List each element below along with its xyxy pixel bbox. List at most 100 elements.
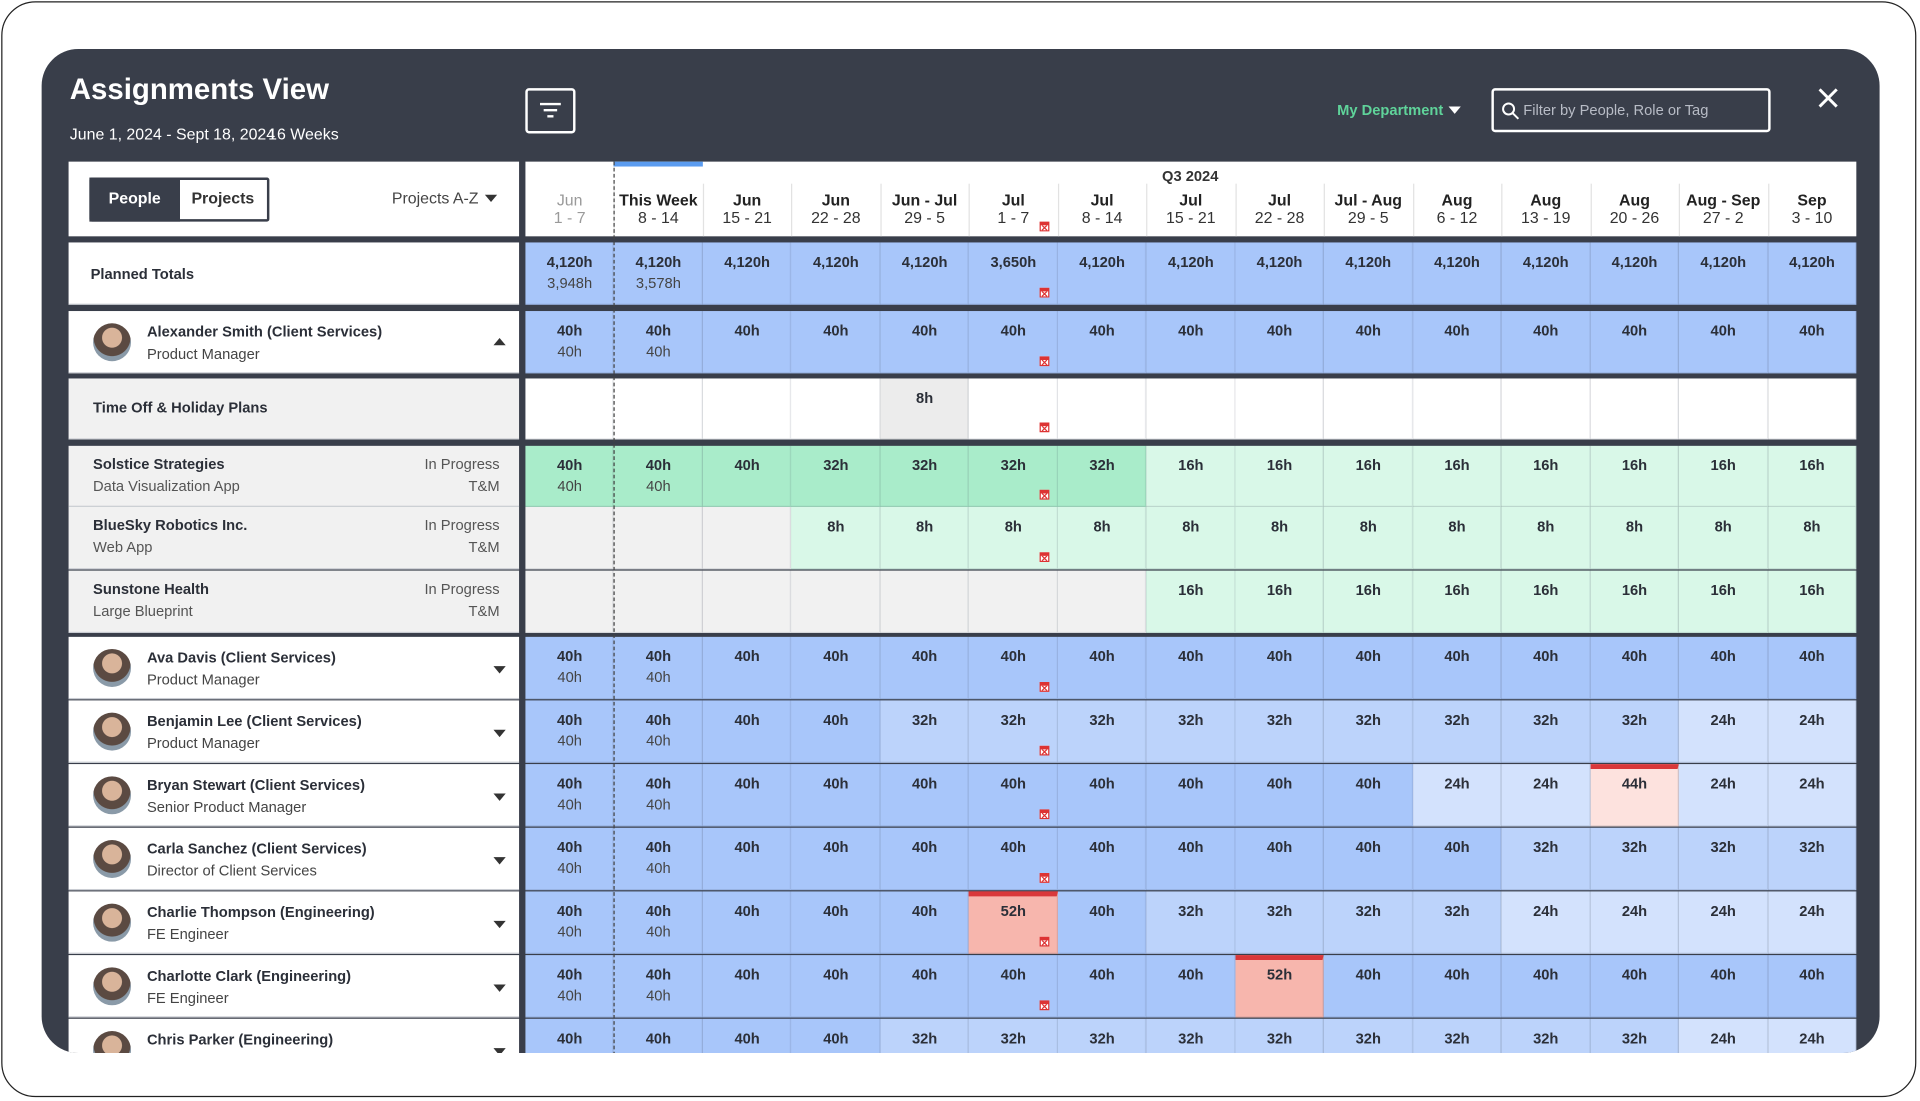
expand-chevron[interactable]: [493, 984, 506, 992]
expand-chevron[interactable]: [493, 1048, 506, 1054]
capacity-hours: 40h: [557, 795, 582, 814]
project-status: In Progress: [424, 516, 500, 534]
allocation-cell: [1323, 764, 1413, 827]
section-divider: [68, 373, 1857, 379]
allocation-cell: [1146, 378, 1236, 440]
filter-button[interactable]: [525, 88, 576, 134]
capacity-hours: 40h: [557, 477, 582, 495]
allocation-cell: [1057, 891, 1147, 954]
week-days: 20 - 26: [1609, 208, 1660, 227]
holiday-icon: [1039, 1000, 1050, 1011]
planned-hours: 32h: [1355, 711, 1381, 729]
planned-hours: 8h: [1093, 517, 1111, 536]
person-name: Carla Sanchez (Client Services): [146, 840, 367, 858]
allocation-cell: [1767, 506, 1857, 570]
planned-hours: 52h: [1266, 966, 1293, 984]
allocation-cell: [1412, 242, 1502, 305]
planned-hours: 4,120h: [1167, 253, 1214, 271]
allocation-cell: [968, 764, 1058, 827]
person-name: Alexander Smith (Client Services): [146, 323, 383, 341]
planned-hours: 40h: [1089, 902, 1115, 920]
section-divider: [68, 633, 1857, 637]
allocation-cell: [1146, 891, 1236, 954]
allocation-cell: [702, 700, 792, 763]
allocation-cell: [1767, 311, 1857, 374]
expand-chevron[interactable]: [493, 337, 506, 346]
close-button[interactable]: [1815, 84, 1842, 111]
allocation-cell: [1323, 570, 1413, 634]
allocation-cell: [1501, 955, 1591, 1018]
capacity-hours: 40h: [557, 859, 582, 877]
avatar: [93, 712, 132, 751]
allocation-cell: [791, 445, 881, 507]
planned-hours: 40h: [645, 1029, 672, 1047]
allocation-cell: [1767, 764, 1857, 827]
row-label-cell: [68, 445, 520, 507]
allocation-cell: [614, 636, 703, 700]
planned-hours: 40h: [1089, 966, 1115, 984]
allocation-cell: [614, 700, 703, 763]
person-name: Charlie Thompson (Engineering): [146, 903, 375, 921]
current-week-bar: [614, 161, 703, 167]
allocation-cell: [1323, 378, 1413, 440]
avatar: [93, 1031, 132, 1054]
allocation-cell: [1146, 764, 1236, 827]
allocation-cell: [702, 506, 792, 570]
search-box[interactable]: [1491, 88, 1771, 133]
planned-hours: 40h: [734, 322, 760, 340]
planned-hours: 44h: [1621, 775, 1648, 793]
planned-hours: 40h: [823, 647, 849, 665]
allocation-cell: [1501, 764, 1591, 827]
sort-dropdown[interactable]: Projects A-Z: [391, 188, 479, 207]
week-month: Jun: [821, 191, 851, 210]
billing-type: T&M: [468, 538, 500, 556]
row-label-cell: [68, 827, 520, 891]
planned-hours: 40h: [1089, 775, 1115, 793]
planned-hours: 16h: [1355, 581, 1381, 599]
planned-hours: 8h: [916, 517, 934, 536]
allocation-cell: [525, 636, 615, 700]
planned-hours: 32h: [1355, 902, 1381, 920]
person-role: FE Engineer: [146, 925, 229, 943]
planned-hours: 24h: [1799, 711, 1825, 729]
planned-hours: 8h: [1714, 517, 1732, 536]
allocation-cell: [1678, 955, 1768, 1018]
person-name: Bryan Stewart (Client Services): [146, 776, 365, 794]
project-name: Large Blueprint: [93, 602, 193, 620]
expand-chevron[interactable]: [493, 793, 506, 801]
planned-hours: 32h: [1444, 711, 1470, 729]
allocation-cell: [1767, 636, 1857, 700]
planned-hours: 32h: [1355, 1029, 1381, 1047]
week-month: Jun: [732, 191, 762, 210]
avatar: [93, 776, 132, 815]
expand-chevron[interactable]: [493, 729, 506, 738]
allocation-cell: [1501, 891, 1591, 954]
planned-hours: 40h: [823, 838, 849, 856]
allocation-cell: [1590, 311, 1679, 374]
allocation-cell: [1057, 378, 1147, 440]
holiday-icon: [1039, 422, 1050, 433]
allocation-cell: [1501, 827, 1591, 891]
row-label-cell: [68, 700, 520, 763]
allocation-cell: [1767, 242, 1857, 305]
avatar: [93, 840, 132, 878]
allocation-cell: [1057, 700, 1147, 763]
planned-hours: 40h: [645, 775, 672, 793]
department-dropdown[interactable]: My Department: [1337, 101, 1444, 119]
planned-hours: 40h: [645, 322, 672, 340]
allocation-cell: [1767, 1018, 1857, 1054]
toggle-projects-label[interactable]: Projects: [191, 188, 255, 207]
planned-hours: 52h: [1000, 902, 1027, 920]
expand-chevron[interactable]: [493, 857, 506, 865]
planned-hours: 16h: [1710, 581, 1736, 599]
allocation-cell: [525, 506, 615, 570]
row-label: Planned Totals: [90, 265, 195, 283]
holiday-icon: [1039, 745, 1050, 756]
expand-chevron[interactable]: [493, 666, 506, 674]
expand-chevron[interactable]: [493, 920, 506, 929]
allocation-cell: [525, 764, 615, 827]
allocation-cell: [880, 378, 969, 440]
planned-hours: 8h: [1803, 517, 1821, 536]
toggle-people[interactable]: [89, 177, 181, 222]
